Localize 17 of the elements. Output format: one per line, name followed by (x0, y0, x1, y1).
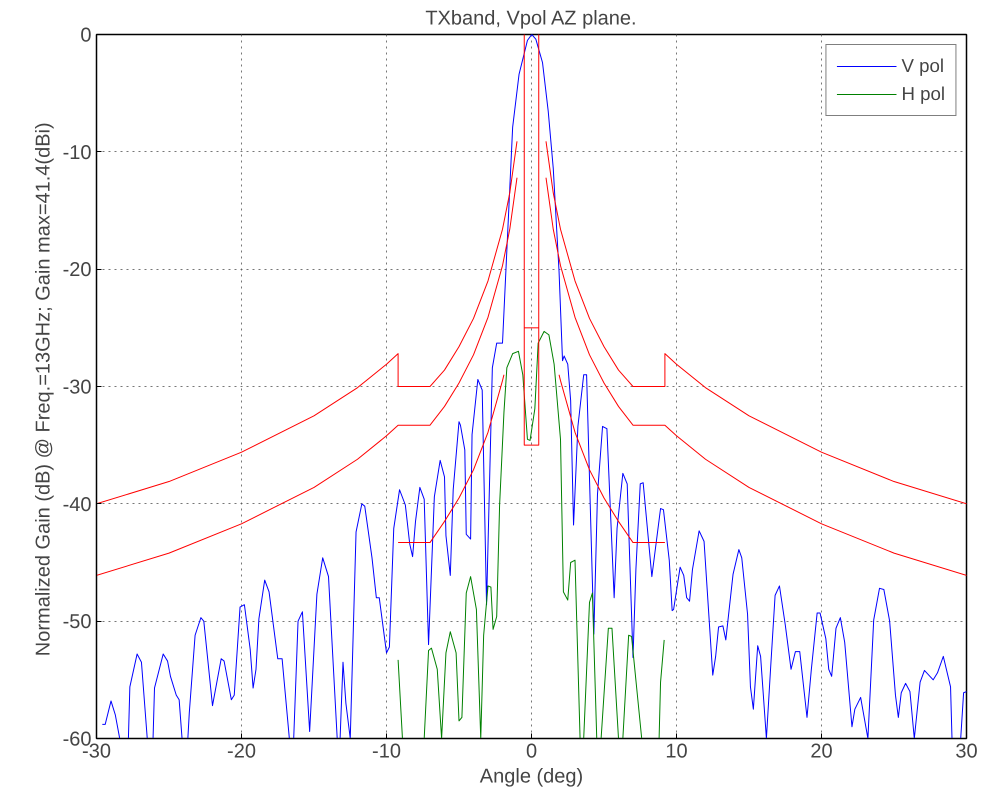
y-tick-label: -50 (62, 611, 92, 634)
x-tick-label: -10 (372, 740, 401, 762)
y-tick-label: -10 (62, 142, 92, 164)
x-axis-title: Angle (deg) (480, 766, 584, 788)
x-tick-label: 0 (526, 740, 538, 762)
x-tick-label: 10 (665, 740, 688, 762)
legend-label: V pol (901, 55, 944, 77)
legend-label: H pol (901, 83, 945, 105)
x-tick-label: -20 (227, 740, 256, 762)
x-tick-label: 30 (955, 740, 978, 762)
x-tick-label: 20 (810, 740, 833, 762)
y-axis-title: Normalized Gain (dB) @ Freq.=13GHz; Gain max=41.4(dBi) (32, 122, 55, 656)
y-tick-label: -40 (62, 494, 92, 516)
y-tick-label: -30 (62, 376, 92, 398)
chart-title: TXband, Vpol AZ plane. (425, 8, 637, 30)
y-tick-label: -20 (62, 259, 92, 282)
y-tick-label: 0 (80, 24, 92, 46)
